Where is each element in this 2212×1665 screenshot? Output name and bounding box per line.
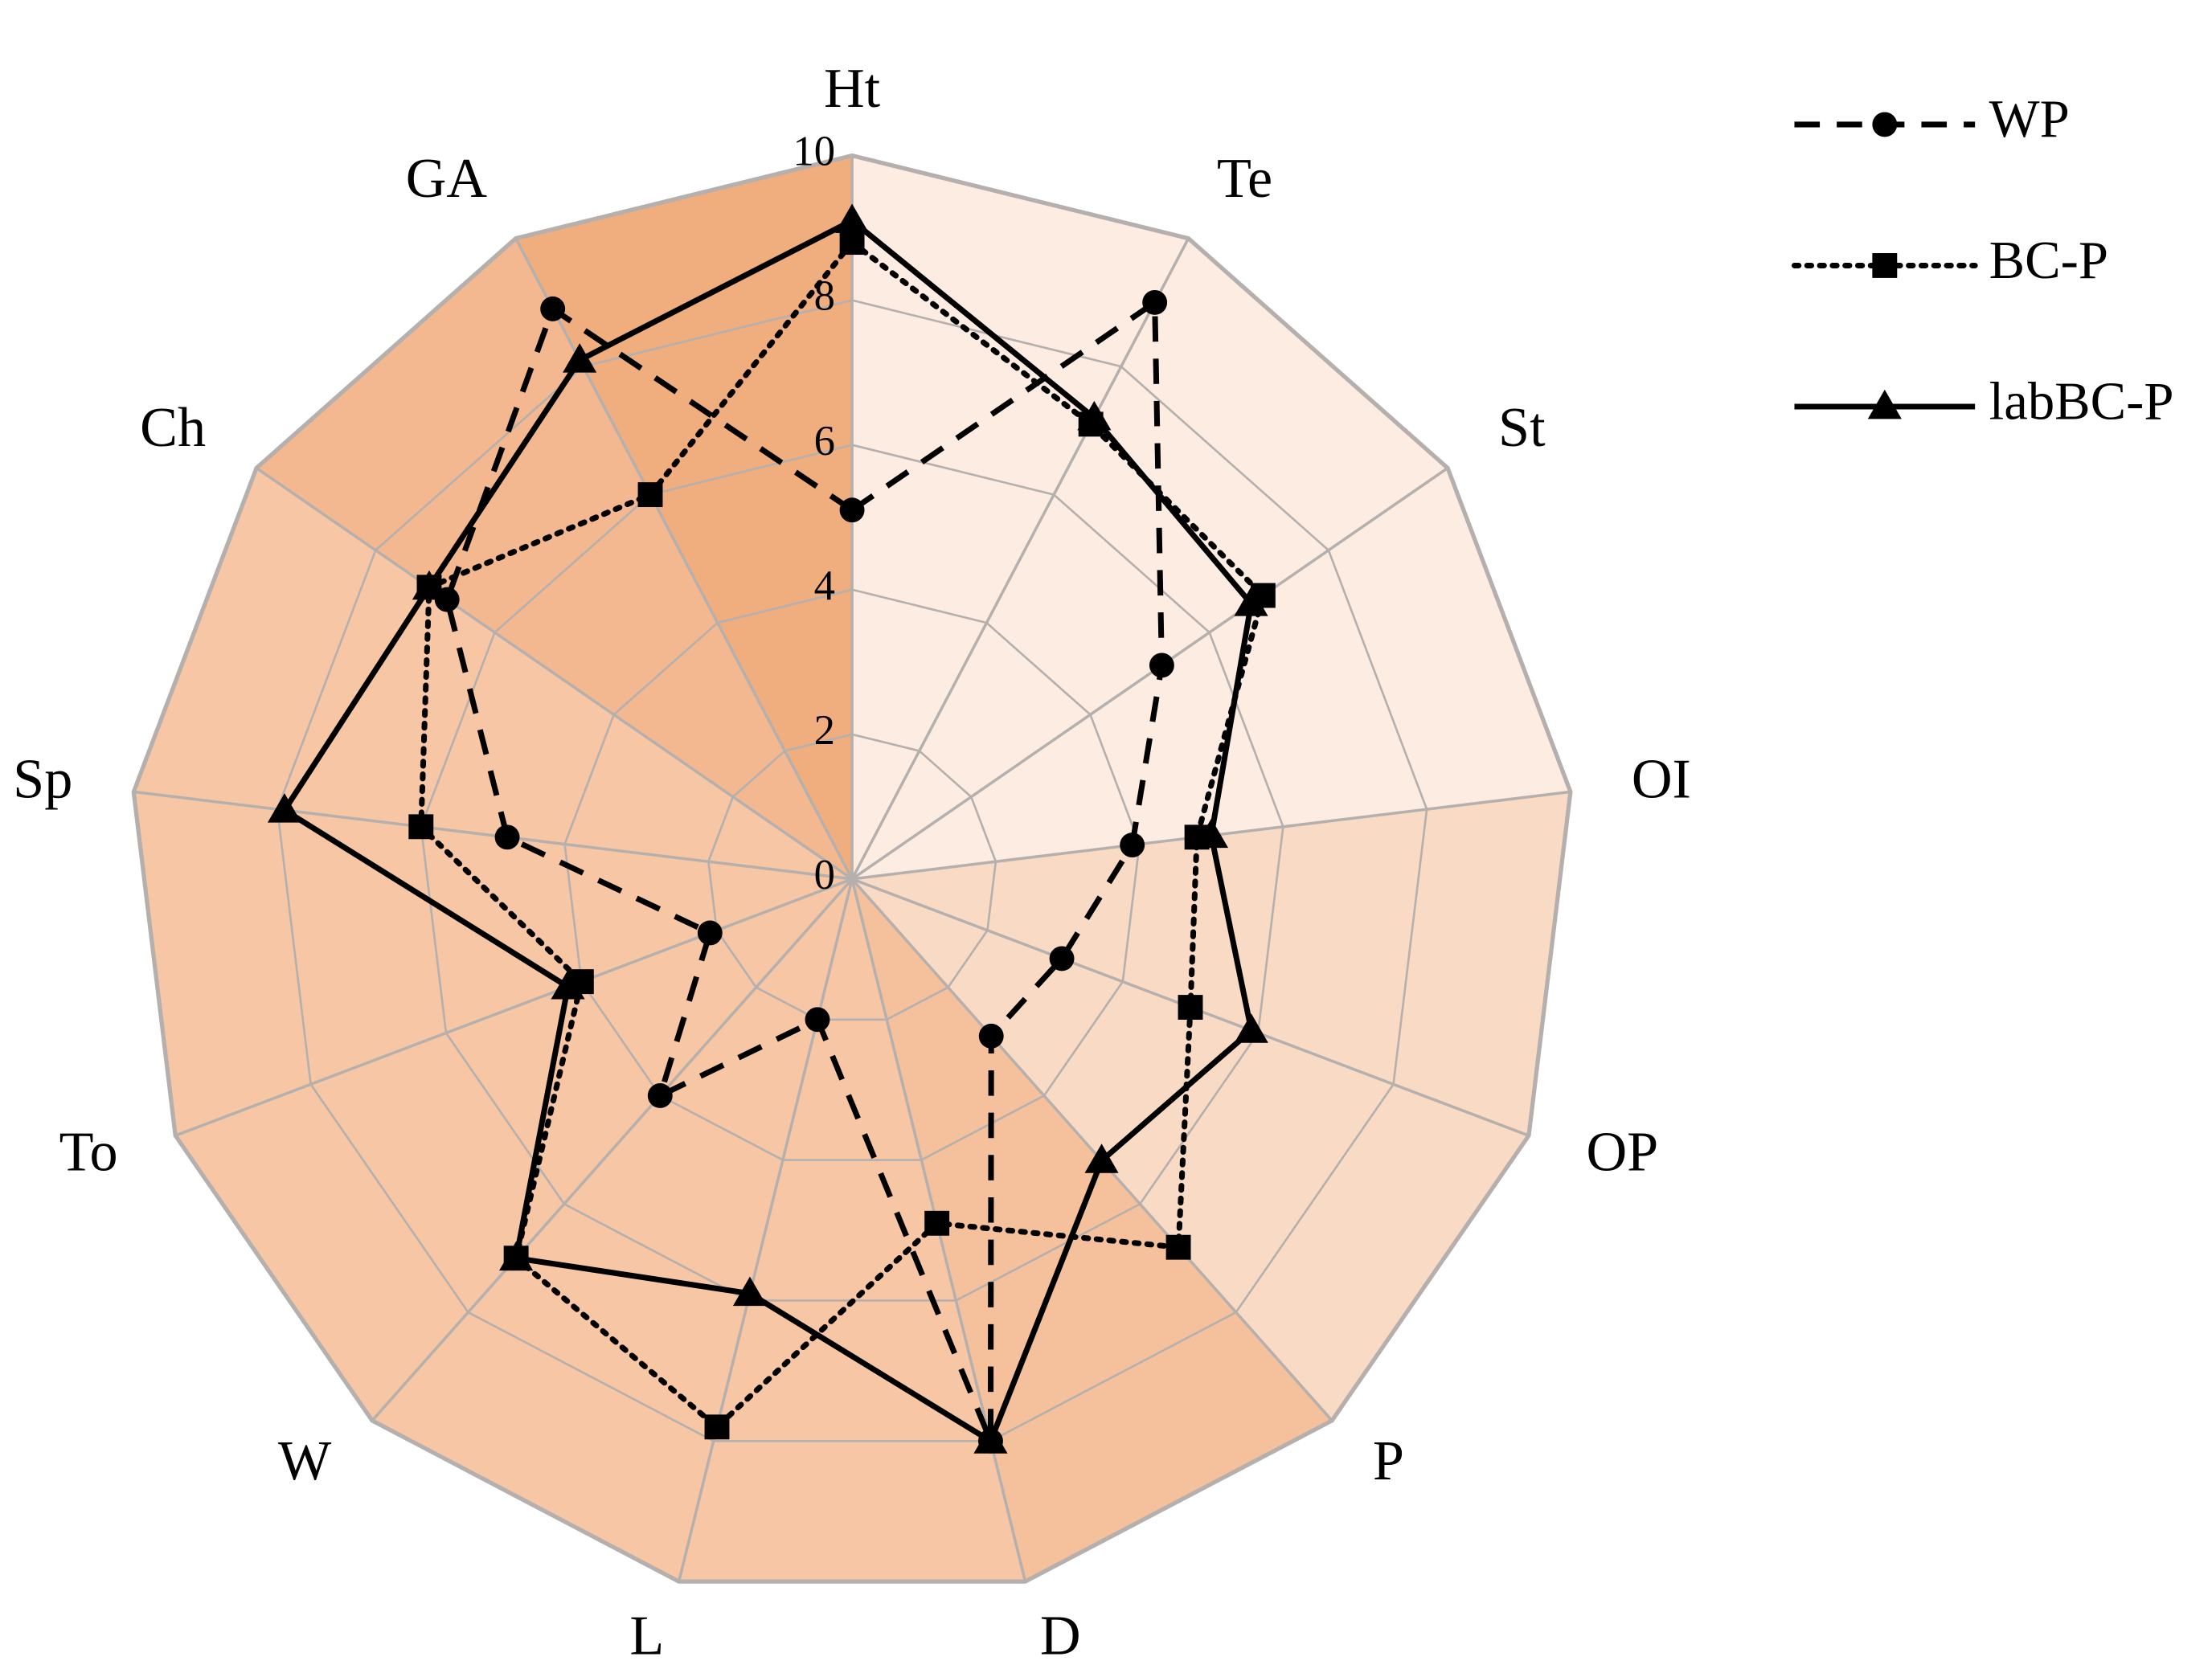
marker bbox=[973, 1424, 1008, 1454]
background-sectors bbox=[133, 155, 1571, 1582]
series-line bbox=[281, 217, 1255, 1446]
category-label: To bbox=[59, 1120, 118, 1183]
tick-label: 10 bbox=[793, 129, 835, 175]
sector bbox=[852, 792, 1571, 1136]
grid-ring bbox=[563, 588, 1141, 1161]
tick-label: 8 bbox=[814, 273, 835, 320]
legend: WP BC-P labBC-P bbox=[1791, 90, 2174, 431]
marker bbox=[704, 1414, 730, 1440]
spoke bbox=[133, 790, 853, 881]
series-line bbox=[418, 238, 1267, 1431]
marker bbox=[499, 1241, 534, 1271]
labels: 0 2 4 6 8 10 Ht Te St OI OP P D L W To Sp Ch GA bbox=[13, 57, 1691, 1665]
marker bbox=[1194, 818, 1229, 849]
sector bbox=[852, 468, 1571, 879]
marker bbox=[1084, 1143, 1119, 1173]
legend-label: WP bbox=[1989, 90, 2070, 149]
marker bbox=[494, 824, 520, 850]
marker bbox=[924, 1210, 950, 1236]
marker bbox=[1872, 112, 1898, 137]
marker bbox=[1234, 587, 1268, 616]
marker bbox=[267, 793, 302, 823]
spoke bbox=[850, 878, 1333, 1422]
spoke bbox=[256, 467, 854, 881]
sector bbox=[852, 878, 1529, 1421]
category-label: OP bbox=[1586, 1120, 1658, 1183]
marker bbox=[1234, 1013, 1268, 1043]
marker bbox=[563, 343, 597, 373]
marker bbox=[835, 203, 870, 234]
marker bbox=[732, 1276, 768, 1307]
spoke bbox=[514, 237, 854, 880]
category-label: D bbox=[1040, 1605, 1081, 1665]
marker bbox=[1165, 1234, 1191, 1260]
category-label: Ch bbox=[140, 396, 206, 459]
category-label: GA bbox=[406, 147, 488, 210]
spoke bbox=[677, 878, 854, 1582]
marker bbox=[1120, 832, 1145, 858]
legend-label: labBC-P bbox=[1989, 372, 2174, 431]
marker bbox=[412, 570, 447, 600]
series-lines bbox=[267, 203, 1276, 1454]
marker bbox=[1178, 995, 1203, 1021]
spoke bbox=[851, 467, 1449, 881]
category-label: St bbox=[1498, 396, 1546, 459]
sector bbox=[133, 792, 853, 1136]
tick-label: 0 bbox=[814, 852, 835, 898]
grid-ring bbox=[131, 153, 1573, 1584]
marker bbox=[839, 230, 865, 256]
category-label: P bbox=[1373, 1430, 1404, 1492]
marker bbox=[697, 920, 723, 946]
marker bbox=[1872, 253, 1898, 278]
legend-label: BC-P bbox=[1989, 231, 2108, 290]
series-line bbox=[444, 297, 1165, 1442]
spoke bbox=[371, 878, 854, 1422]
sector bbox=[515, 155, 853, 879]
tick-label: 4 bbox=[814, 562, 835, 609]
marker bbox=[1049, 946, 1075, 972]
marker bbox=[1867, 389, 1902, 419]
spoke bbox=[850, 237, 1190, 880]
marker bbox=[647, 1083, 673, 1108]
sector bbox=[256, 238, 853, 879]
grid-ring bbox=[276, 299, 1428, 1442]
marker bbox=[540, 296, 566, 321]
marker bbox=[1077, 400, 1112, 431]
marker bbox=[805, 1007, 830, 1033]
marker bbox=[839, 497, 865, 523]
spoke bbox=[174, 878, 853, 1137]
sector bbox=[175, 878, 853, 1421]
category-label: Ht bbox=[824, 57, 881, 120]
marker bbox=[978, 1023, 1004, 1049]
marker bbox=[551, 969, 585, 1000]
marker bbox=[637, 482, 663, 508]
category-label: Te bbox=[1217, 147, 1272, 210]
sector bbox=[852, 238, 1448, 879]
tick-label: 6 bbox=[814, 418, 835, 464]
marker bbox=[1142, 289, 1168, 315]
marker bbox=[1149, 652, 1174, 678]
grid-ring bbox=[707, 733, 997, 1021]
category-label: L bbox=[629, 1605, 664, 1665]
category-label: W bbox=[278, 1430, 332, 1492]
sector bbox=[133, 468, 853, 879]
category-label: Sp bbox=[13, 747, 72, 810]
tick-label: 2 bbox=[814, 707, 835, 754]
category-label: OI bbox=[1632, 747, 1691, 810]
marker bbox=[408, 814, 434, 840]
